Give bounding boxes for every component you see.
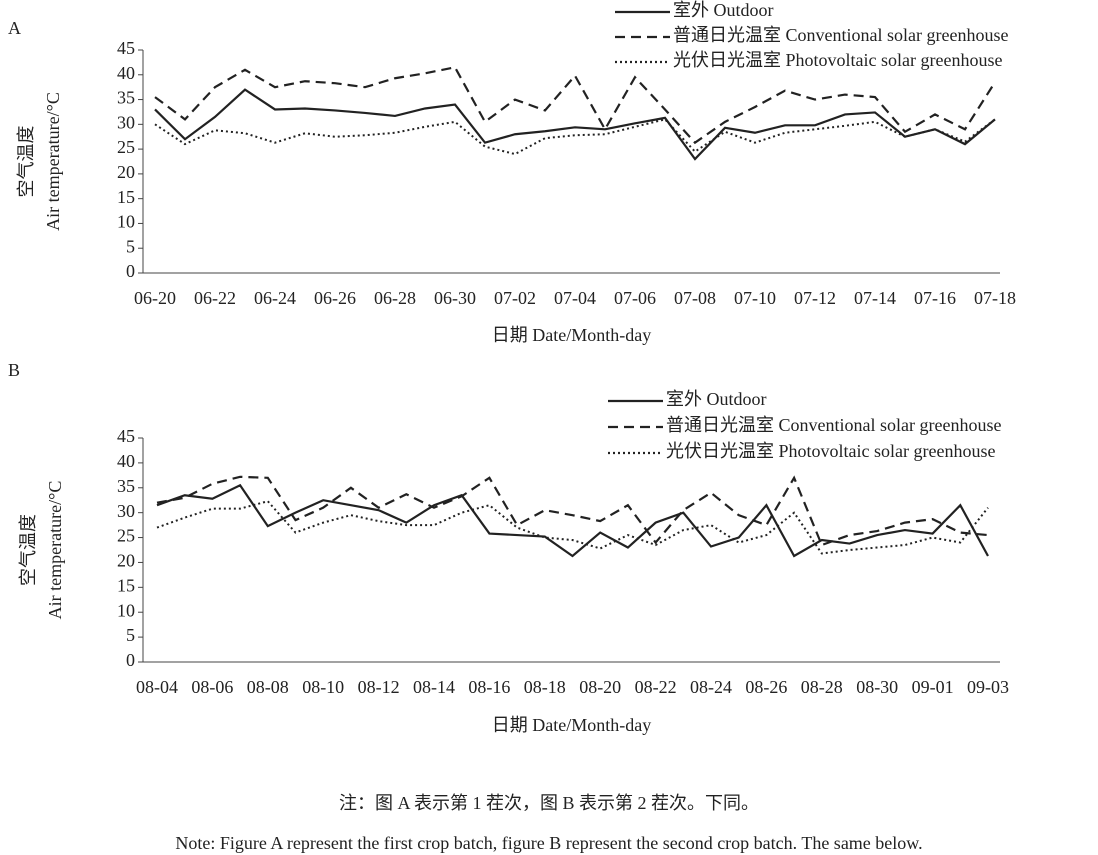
- y-tick-label: 30: [117, 501, 135, 521]
- x-tick-label: 07-10: [734, 288, 776, 308]
- x-tick-label: 06-30: [434, 288, 476, 308]
- x-tick-label: 08-22: [635, 677, 677, 697]
- y-tick-label: 5: [126, 625, 135, 645]
- series-line: [154, 88, 996, 161]
- x-tick-label: 07-04: [554, 288, 596, 308]
- x-tick-label: 08-24: [690, 677, 732, 697]
- y-tick-label: 15: [117, 575, 135, 595]
- x-tick-label: 06-20: [134, 288, 176, 308]
- y-tick-label: 35: [117, 88, 135, 108]
- x-tick-label: 07-16: [914, 288, 956, 308]
- x-tick-label: 08-18: [524, 677, 566, 697]
- y-tick-label: 0: [126, 650, 135, 670]
- x-tick-label: 08-16: [468, 677, 510, 697]
- y-tick-label: 25: [117, 526, 135, 546]
- y-tick-label: 0: [126, 261, 135, 281]
- x-axis-label: 日期 Date/Month-day: [492, 325, 651, 345]
- series-line: [154, 118, 996, 156]
- legend-label: 普通日光温室 Conventional solar greenhouse: [666, 415, 1001, 435]
- y-tick-label: 10: [117, 600, 135, 620]
- x-tick-label: 08-06: [191, 677, 233, 697]
- x-tick-label: 07-06: [614, 288, 656, 308]
- x-tick-label: 07-18: [974, 288, 1016, 308]
- x-tick-label: 07-08: [674, 288, 716, 308]
- y-axis-label: Air temperature/°C: [45, 481, 65, 620]
- series-line: [154, 66, 996, 145]
- y-tick-label: 40: [117, 451, 135, 471]
- y-tick-label: 25: [117, 137, 135, 157]
- x-tick-label: 07-14: [854, 288, 896, 308]
- y-axis-label: 空气温度: [16, 126, 36, 198]
- x-tick-label: 06-24: [254, 288, 296, 308]
- y-tick-label: 20: [117, 551, 135, 571]
- x-tick-label: 07-02: [494, 288, 536, 308]
- x-tick-label: 06-22: [194, 288, 236, 308]
- legend-label: 光伏日光温室 Photovoltaic solar greenhouse: [673, 50, 1002, 70]
- x-tick-label: 07-12: [794, 288, 836, 308]
- x-tick-label: 08-12: [358, 677, 400, 697]
- x-tick-label: 08-26: [745, 677, 787, 697]
- legend-label: 室外 Outdoor: [673, 0, 774, 20]
- x-tick-label: 08-30: [856, 677, 898, 697]
- x-tick-label: 08-08: [247, 677, 289, 697]
- x-tick-label: 08-14: [413, 677, 455, 697]
- x-tick-label: 08-20: [579, 677, 621, 697]
- series-line: [156, 483, 989, 558]
- y-tick-label: 10: [117, 212, 135, 232]
- y-tick-label: 40: [117, 63, 135, 83]
- x-tick-label: 08-10: [302, 677, 344, 697]
- panel-label: A: [8, 18, 21, 38]
- note-en: Note: Figure A represent the first crop …: [175, 833, 922, 853]
- x-tick-label: 06-28: [374, 288, 416, 308]
- panel-label: B: [8, 360, 20, 380]
- x-tick-label: 06-26: [314, 288, 356, 308]
- x-tick-label: 09-01: [912, 677, 954, 697]
- y-tick-label: 15: [117, 187, 135, 207]
- legend-label: 室外 Outdoor: [666, 389, 767, 409]
- note-cn: 注：图 A 表示第 1 茬次，图 B 表示第 2 茬次。下同。: [339, 793, 759, 813]
- y-tick-label: 20: [117, 162, 135, 182]
- y-tick-label: 30: [117, 112, 135, 132]
- legend-label: 光伏日光温室 Photovoltaic solar greenhouse: [666, 441, 995, 461]
- series-line: [156, 475, 989, 547]
- x-axis-label: 日期 Date/Month-day: [492, 715, 651, 735]
- series-line: [156, 500, 989, 555]
- x-tick-label: 08-28: [801, 677, 843, 697]
- y-tick-label: 5: [126, 236, 135, 256]
- y-tick-label: 45: [117, 38, 135, 58]
- y-axis-label: Air temperature/°C: [43, 92, 63, 231]
- y-tick-label: 45: [117, 426, 135, 446]
- x-tick-label: 08-04: [136, 677, 178, 697]
- x-tick-label: 09-03: [967, 677, 1009, 697]
- y-tick-label: 35: [117, 476, 135, 496]
- y-axis-label: 空气温度: [18, 514, 38, 586]
- legend-label: 普通日光温室 Conventional solar greenhouse: [673, 25, 1008, 45]
